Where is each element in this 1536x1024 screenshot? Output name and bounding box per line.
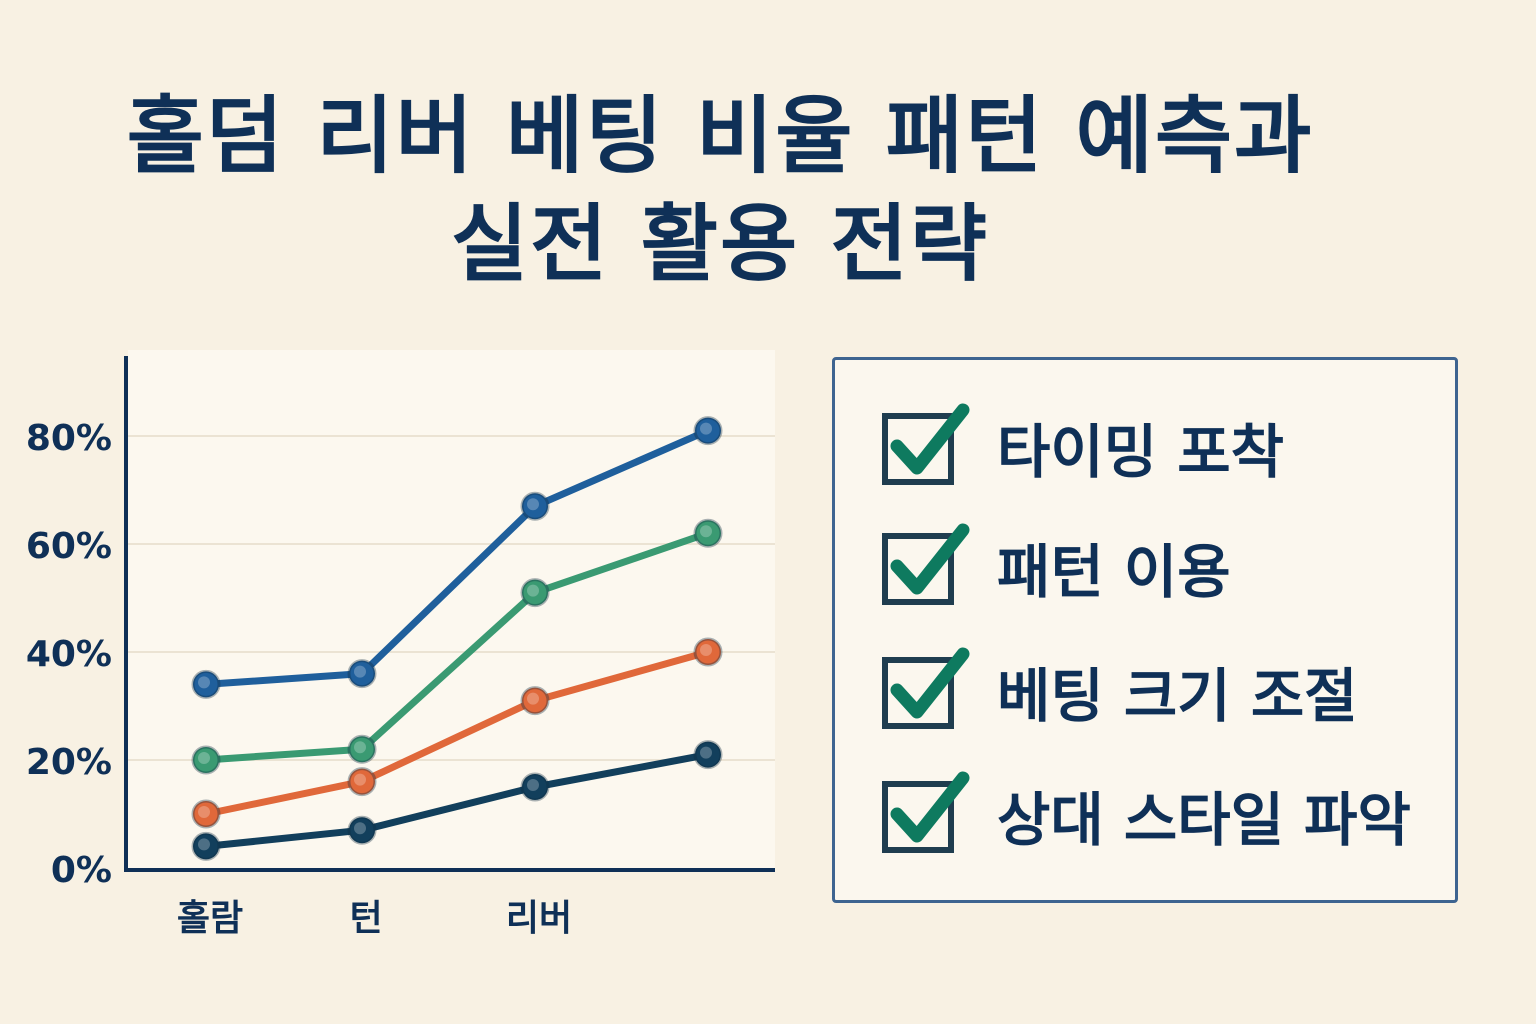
title-line-2: 실전 활용 전략 xyxy=(450,195,990,293)
point-highlight xyxy=(354,665,366,678)
point-highlight xyxy=(527,498,539,511)
x-tick-label: 리버 xyxy=(506,898,572,939)
series-2-point-2 xyxy=(347,734,377,764)
point-highlight xyxy=(527,692,539,705)
y-tick-label: 0% xyxy=(51,850,112,891)
strategy-checklist: 타이밍 포착 패턴 이용 베팅 크기 조절 상대 스타일 파악 xyxy=(832,357,1458,903)
series-4-point-2 xyxy=(347,815,377,845)
series-1-point-3 xyxy=(520,491,550,521)
series-4-point-3 xyxy=(520,772,550,802)
checklist-item-timing: 타이밍 포착 xyxy=(881,402,1451,492)
checklist-item-bet-size: 베팅 크기 조절 xyxy=(881,646,1451,736)
series-4-point-4 xyxy=(693,740,723,770)
checklist-item-pattern: 패턴 이용 xyxy=(881,522,1451,612)
y-tick-label: 20% xyxy=(26,742,112,783)
checkbox-checked-icon xyxy=(882,771,970,853)
series-4-point-1 xyxy=(191,831,221,861)
plot-area xyxy=(128,350,775,870)
series-2-point-4 xyxy=(693,518,723,548)
checklist-label: 상대 스타일 파악 xyxy=(997,786,1411,854)
series-1-point-2 xyxy=(347,659,377,689)
series-3-point-1 xyxy=(191,799,221,829)
series-3-point-2 xyxy=(347,767,377,797)
point-highlight xyxy=(198,752,210,764)
y-tick-label: 80% xyxy=(26,418,112,459)
point-highlight xyxy=(198,806,210,818)
series-3-point-4 xyxy=(693,637,723,667)
point-highlight xyxy=(527,779,539,791)
checklist-item-opponent-style: 상대 스타일 파악 xyxy=(881,770,1451,860)
point-highlight xyxy=(198,676,210,689)
point-highlight xyxy=(354,741,366,754)
x-tick-label: 홀람 xyxy=(177,898,243,939)
point-highlight xyxy=(527,584,539,597)
series-3-point-3 xyxy=(520,686,550,716)
series-line-4 xyxy=(202,751,712,850)
point-highlight xyxy=(700,422,712,435)
page-title: 홀덤 리버 베팅 비율 패턴 예측과 실전 활용 전략 xyxy=(0,82,1440,298)
y-tick-label: 40% xyxy=(26,634,112,675)
point-highlight xyxy=(700,746,712,759)
series-2-point-1 xyxy=(191,745,221,775)
x-tick-label: 턴 xyxy=(349,898,382,939)
point-highlight xyxy=(354,822,366,835)
y-tick-label: 60% xyxy=(26,526,112,567)
series-1-point-1 xyxy=(191,669,221,699)
checkbox-checked-icon xyxy=(882,647,970,729)
checkbox-checked-icon xyxy=(882,403,970,485)
point-highlight xyxy=(198,838,210,851)
series-1-point-4 xyxy=(693,416,723,446)
checklist-label: 패턴 이용 xyxy=(997,538,1231,606)
checklist-label: 베팅 크기 조절 xyxy=(997,662,1358,730)
point-highlight xyxy=(700,644,712,656)
series-line-3 xyxy=(202,648,712,818)
title-line-1: 홀덤 리버 베팅 비율 패턴 예측과 xyxy=(126,87,1314,185)
point-highlight xyxy=(354,773,366,786)
series-line-2 xyxy=(202,529,712,764)
point-highlight xyxy=(700,525,712,538)
checklist-label: 타이밍 포착 xyxy=(997,418,1284,486)
betting-ratio-line-chart: 0% 20% 40% 60% 80% 홀람 턴 리버 xyxy=(26,350,775,939)
series-2-point-3 xyxy=(520,578,550,608)
checkbox-checked-icon xyxy=(882,523,970,605)
series-line-1 xyxy=(202,427,712,688)
